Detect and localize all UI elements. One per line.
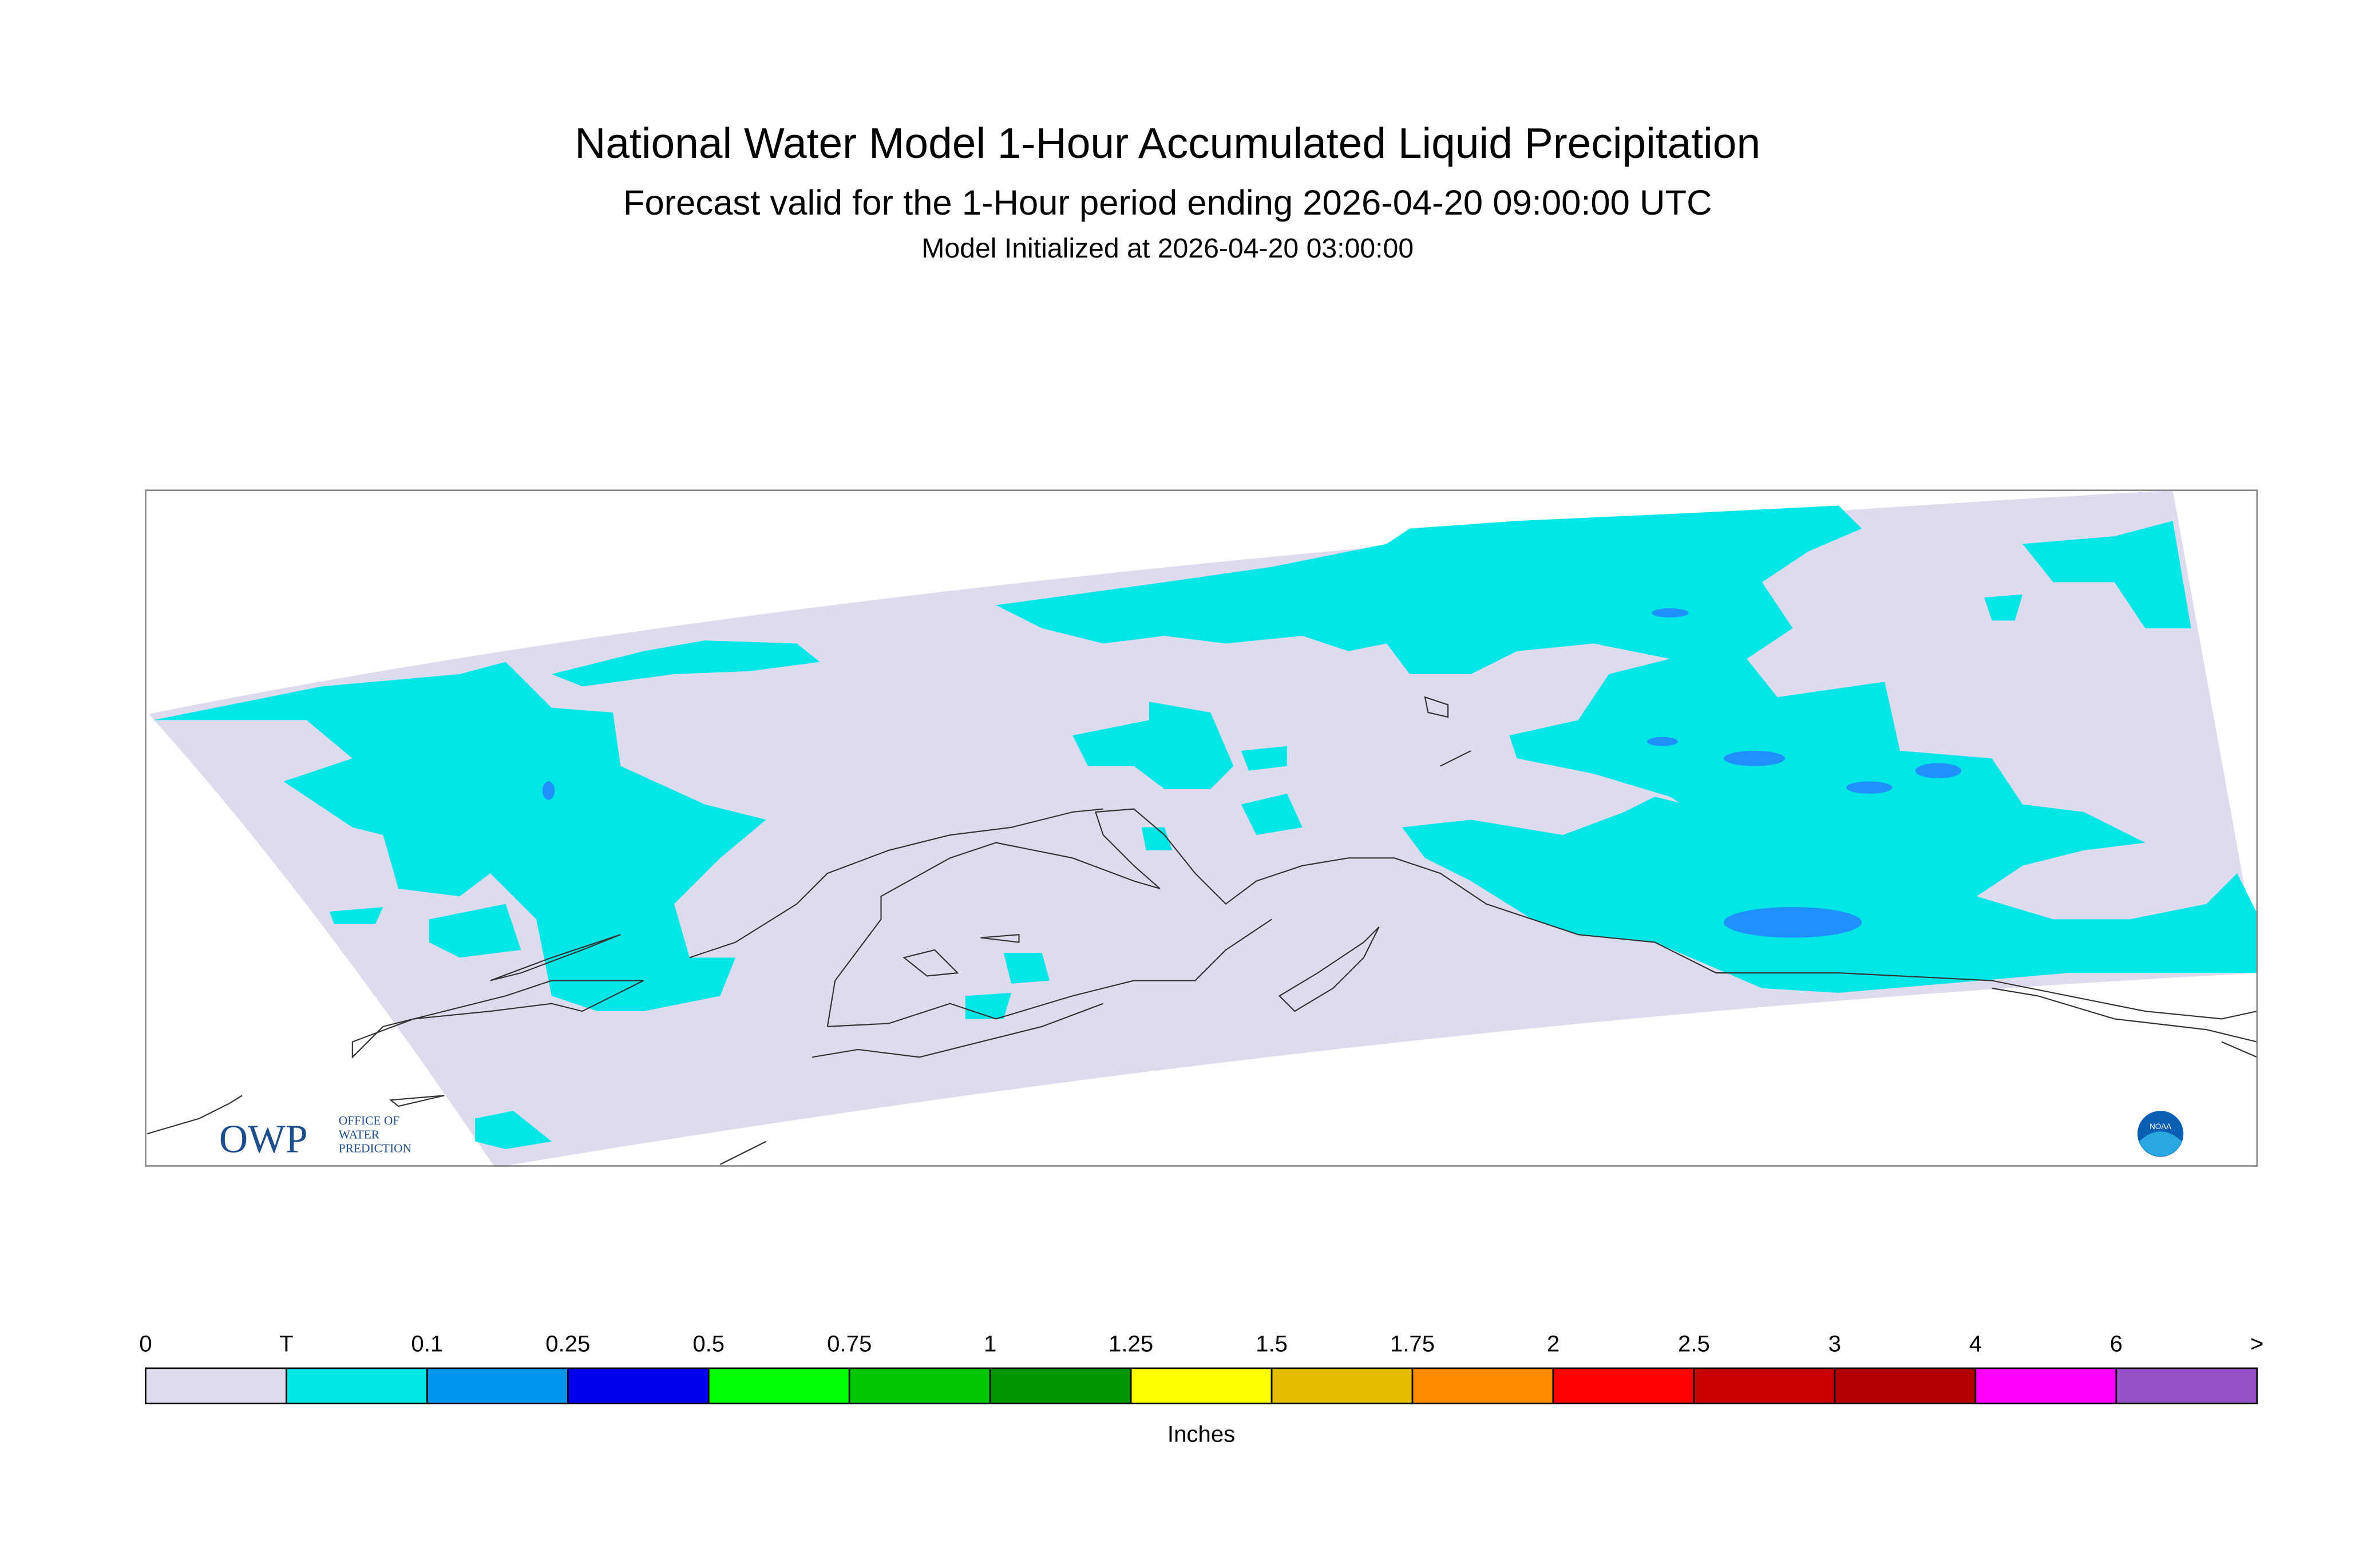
colorbar-label: 3 xyxy=(1828,1331,1841,1356)
colorbar-label: 2.5 xyxy=(1678,1331,1710,1356)
colorbar-swatch xyxy=(286,1367,428,1404)
colorbar-label: 0 xyxy=(139,1331,152,1356)
colorbar-units: Inches xyxy=(1167,1421,1235,1447)
colorbar-swatch xyxy=(707,1367,850,1404)
colorbar-label: 0.25 xyxy=(545,1331,590,1356)
colorbar-label: 6 xyxy=(2110,1331,2123,1356)
owp-line: WATER xyxy=(339,1127,380,1141)
title: National Water Model 1-Hour Accumulated … xyxy=(575,119,1760,167)
colorbar-swatch xyxy=(567,1367,710,1404)
colorbar-swatch xyxy=(2115,1367,2258,1404)
colorbar-swatch xyxy=(1693,1367,1836,1404)
map: OWP OFFICE OF WATER PREDICTION NOAA xyxy=(145,489,2258,1167)
owp-line: OFFICE OF xyxy=(339,1114,400,1127)
colorbar-label: 1.75 xyxy=(1390,1331,1435,1356)
colorbar-swatch xyxy=(1130,1367,1273,1404)
colorbar-label: 0.75 xyxy=(827,1331,872,1356)
colorbar-swatch xyxy=(426,1367,569,1404)
colorbar-label: 1.25 xyxy=(1109,1331,1153,1356)
colorbar: 0 T 0.1 0.25 0.5 0.75 1 1.25 1.5 1.75 2 2.5 3 4 6 > xyxy=(139,1331,2264,1404)
noaa-text: NOAA xyxy=(2150,1122,2171,1131)
colorbar-swatch xyxy=(989,1367,1132,1404)
colorbar-label: 1.5 xyxy=(1256,1331,1288,1356)
colorbar-label: 0.1 xyxy=(411,1331,443,1356)
init-time: Model Initialized at 2026-04-20 03:00:00 xyxy=(921,233,1414,264)
colorbar-swatch xyxy=(145,1367,287,1404)
map-frame xyxy=(145,489,2258,1167)
colorbar-label: > xyxy=(2250,1331,2263,1356)
coastlines xyxy=(147,696,2257,1165)
colorbar-label: T xyxy=(279,1331,294,1356)
colorbar-swatch xyxy=(1974,1367,2117,1404)
colorbar-label: 4 xyxy=(1969,1331,1982,1356)
owp-logo: OWP OFFICE OF WATER PREDICTION xyxy=(219,1114,411,1161)
colorbar-label: 2 xyxy=(1547,1331,1559,1356)
owp-line: PREDICTION xyxy=(339,1141,411,1155)
noaa-logo: NOAA xyxy=(2137,1111,2184,1157)
colorbar-label: 0.5 xyxy=(692,1331,725,1356)
colorbar-swatch xyxy=(1552,1367,1695,1404)
colorbar-swatch xyxy=(848,1367,991,1404)
owp-text: OWP xyxy=(219,1117,308,1161)
precip-areas xyxy=(153,505,2257,1150)
colorbar-swatch xyxy=(1411,1367,1554,1404)
colorbar-label: 1 xyxy=(984,1331,996,1356)
colorbar-swatch xyxy=(1834,1367,1977,1404)
colorbar-swatch xyxy=(1270,1367,1414,1404)
subtitle: Forecast valid for the 1-Hour period end… xyxy=(623,183,1712,223)
